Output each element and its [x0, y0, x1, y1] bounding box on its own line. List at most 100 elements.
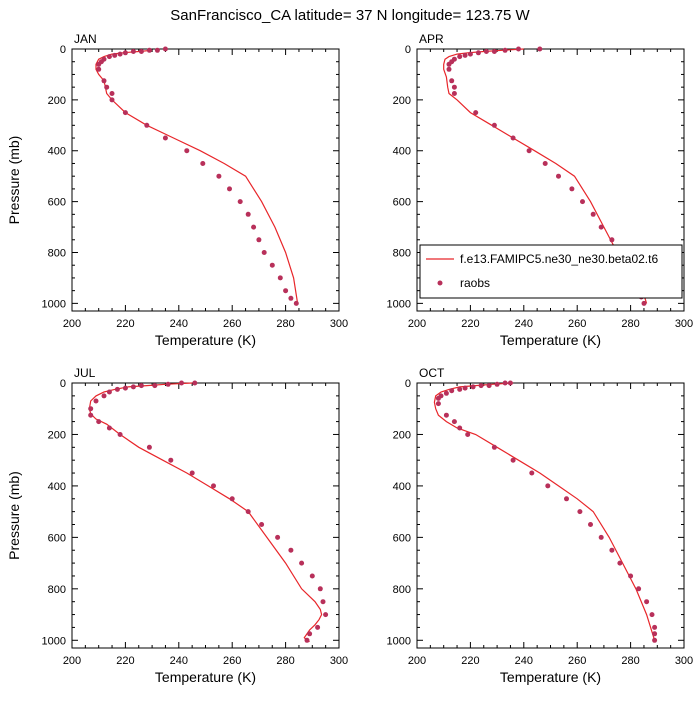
series-line-model — [443, 48, 648, 304]
obs-point — [609, 547, 615, 553]
panel-apr: 200 220 240 260 280 300 0 200 400 600 800 1000 APR Te… — [387, 32, 694, 348]
obs-point — [122, 110, 128, 116]
x-tick-label: 200 — [63, 655, 81, 667]
obs-point — [486, 383, 492, 389]
panel-label: OCT — [419, 366, 445, 380]
x-tick-label: 280 — [621, 318, 639, 330]
series-line-model — [433, 382, 656, 641]
obs-point — [451, 419, 457, 425]
legend-box — [419, 244, 683, 299]
obs-point — [598, 224, 604, 230]
obs-point — [88, 412, 94, 418]
obs-point — [609, 237, 615, 243]
obs-point — [580, 199, 585, 205]
obs-point — [317, 586, 323, 592]
x-axis-title: Temperature (K) — [500, 669, 601, 685]
obs-point — [109, 97, 115, 103]
obs-point — [537, 46, 543, 52]
x-tick-label: 240 — [515, 318, 533, 330]
obs-point — [256, 237, 262, 243]
obs-point — [652, 624, 658, 630]
obs-point — [106, 389, 112, 395]
obs-point — [179, 380, 184, 386]
panel-jan: 200 220 240 260 280 300 0 200 400 600 800 1000 JAN Te… — [6, 32, 348, 348]
obs-point — [465, 432, 471, 437]
obs-point — [435, 395, 441, 401]
obs-point — [184, 148, 190, 154]
y-tick-label: 600 — [393, 197, 411, 209]
obs-point — [304, 637, 310, 643]
obs-point — [299, 560, 305, 566]
plot-frame — [71, 48, 340, 312]
obs-point — [293, 300, 299, 306]
y-tick-label: 800 — [393, 584, 411, 596]
y-tick-label: 800 — [48, 247, 66, 259]
obs-point — [117, 51, 123, 57]
obs-point — [245, 211, 251, 217]
obs-point — [516, 46, 521, 52]
y-tick-label: 1000 — [387, 635, 411, 647]
x-axis-title: Temperature (K) — [155, 669, 256, 685]
obs-point — [510, 135, 516, 141]
obs-point — [168, 457, 174, 463]
obs-point — [200, 161, 206, 166]
legend-marker-swatch — [437, 280, 443, 286]
obs-point — [556, 173, 561, 179]
x-axis-title: Temperature (K) — [155, 332, 256, 348]
obs-point — [275, 534, 281, 540]
obs-point — [323, 612, 329, 618]
x-tick-label: 200 — [408, 318, 426, 330]
obs-point — [529, 470, 535, 476]
obs-point — [117, 432, 123, 437]
obs-point — [507, 380, 513, 386]
obs-point — [478, 383, 484, 389]
obs-point — [88, 406, 94, 412]
obs-point — [104, 84, 110, 90]
obs-point — [494, 381, 500, 387]
obs-point — [106, 425, 112, 431]
x-tick-label: 240 — [515, 655, 533, 667]
y-tick-label: 800 — [393, 247, 411, 259]
obs-point — [467, 51, 473, 57]
y-tick-label: 600 — [48, 532, 66, 544]
x-tick-label: 300 — [675, 318, 693, 330]
obs-point — [598, 534, 604, 540]
obs-point — [96, 66, 102, 72]
plot-frame — [71, 382, 340, 649]
x-tick-label: 260 — [223, 655, 241, 667]
obs-point — [641, 300, 647, 306]
obs-point — [491, 122, 497, 128]
obs-point — [617, 560, 623, 566]
obs-point — [652, 637, 658, 643]
obs-point — [152, 383, 158, 389]
obs-point — [451, 84, 457, 90]
obs-point — [644, 599, 650, 605]
y-tick-label: 400 — [48, 481, 66, 493]
x-tick-label: 220 — [461, 318, 479, 330]
series-line-model — [95, 49, 299, 304]
y-tick-label: 0 — [405, 378, 411, 390]
obs-point — [443, 390, 449, 396]
y-tick-label: 200 — [393, 429, 411, 441]
obs-point — [491, 49, 497, 54]
obs-point — [315, 624, 321, 630]
panel-label: APR — [419, 32, 444, 46]
y-axis-title: Pressure (mb) — [6, 471, 22, 560]
obs-point — [569, 186, 575, 192]
y-tick-label: 200 — [393, 95, 411, 107]
obs-point — [309, 573, 315, 579]
x-tick-label: 280 — [621, 655, 639, 667]
y-tick-label: 800 — [48, 584, 66, 596]
obs-point — [491, 444, 497, 450]
x-axis-title: Temperature (K) — [500, 332, 601, 348]
obs-point — [165, 381, 171, 387]
obs-point — [628, 573, 634, 579]
obs-point — [138, 49, 144, 54]
x-tick-label: 240 — [170, 655, 188, 667]
x-tick-label: 280 — [276, 655, 294, 667]
obs-point — [114, 386, 120, 392]
obs-point — [245, 509, 251, 515]
obs-point — [545, 483, 551, 489]
